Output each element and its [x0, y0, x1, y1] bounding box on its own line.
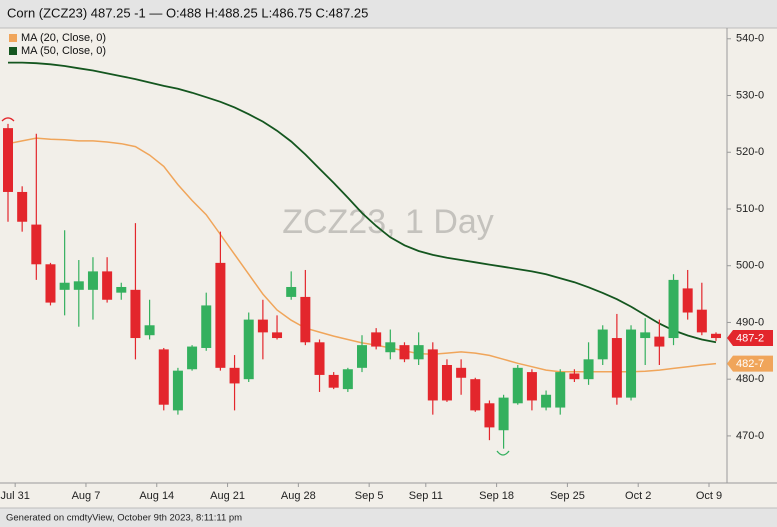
candle-body: [172, 370, 183, 411]
candle-body: [555, 372, 566, 408]
candle-body: [300, 296, 311, 343]
x-tick-label: Aug 14: [139, 490, 174, 502]
candle-body: [399, 345, 410, 360]
x-tick-label: Sep 25: [550, 490, 585, 502]
candle-body: [512, 367, 523, 404]
candle-body: [498, 397, 509, 431]
candle-body: [17, 191, 28, 222]
legend-swatch: [9, 47, 17, 55]
candle-body: [328, 374, 339, 388]
legend-swatch: [9, 34, 17, 42]
candle-body: [654, 336, 665, 347]
price-tag-label: 487-2: [736, 332, 764, 344]
candle-body: [243, 319, 254, 380]
swing-low-marker: [496, 450, 510, 456]
x-tick-label: Aug 7: [72, 490, 101, 502]
candle-body: [87, 271, 98, 290]
y-tick-label: 530-0: [736, 89, 764, 101]
y-tick-label: 540-0: [736, 33, 764, 45]
legend-label: MA (50, Close, 0): [21, 45, 106, 57]
y-tick-label: 490-0: [736, 316, 764, 328]
candle-body: [144, 325, 155, 336]
candle-body: [116, 286, 127, 293]
swing-high-marker: [1, 117, 15, 122]
candle-body: [456, 367, 467, 378]
candle-body: [31, 224, 42, 265]
candle-body: [272, 332, 283, 339]
candle-body: [314, 342, 325, 375]
x-tick-label: Oct 2: [625, 490, 651, 502]
x-tick-label: Aug 21: [210, 490, 245, 502]
price-tag: [727, 330, 773, 347]
candle-body: [696, 309, 707, 333]
candle-body: [45, 264, 56, 303]
plot-area: [3, 61, 721, 449]
candle-body: [470, 379, 481, 411]
candle-body: [357, 345, 367, 368]
x-tick-label: Sep 5: [355, 490, 384, 502]
candle-body: [711, 333, 721, 339]
candle-body: [484, 403, 495, 428]
candle-body: [201, 305, 212, 348]
candle-body: [187, 346, 198, 370]
candle-body: [583, 359, 594, 380]
candle-body: [569, 373, 580, 380]
x-tick-label: Oct 9: [696, 490, 722, 502]
candle-body: [286, 286, 297, 297]
candle-body: [541, 394, 552, 408]
y-tick-label: 500-0: [736, 260, 764, 272]
candle-body: [3, 128, 13, 192]
candle-body: [413, 345, 424, 360]
x-tick-label: Sep 18: [479, 490, 514, 502]
candle-body: [441, 364, 452, 401]
moving-average-line: [8, 61, 717, 344]
candle-body: [682, 288, 693, 313]
x-tick-label: Jul 31: [0, 490, 29, 502]
header-bar: [0, 0, 777, 28]
footer: Generated on cmdtyView, October 9th 2023…: [6, 513, 242, 524]
candle-body: [668, 279, 679, 339]
candle-body: [215, 262, 226, 368]
price-tag: [727, 355, 773, 372]
x-tick-label: Sep 11: [409, 490, 443, 502]
y-tick-label: 520-0: [736, 146, 764, 158]
candle-body: [342, 369, 353, 390]
x-tick-label: Aug 28: [281, 490, 316, 502]
y-tick-label: 480-0: [736, 373, 764, 385]
candle-body: [59, 282, 70, 290]
candle-body: [597, 329, 608, 360]
candle-body: [257, 319, 268, 333]
footer-bar: [0, 508, 777, 527]
y-tick-label: 510-0: [736, 203, 764, 215]
candle-body: [626, 329, 637, 398]
candle-body: [73, 281, 84, 290]
candle-body: [371, 332, 382, 347]
candle-body: [611, 338, 622, 398]
y-tick-label: 470-0: [736, 430, 764, 442]
candle-body: [526, 372, 537, 401]
candle-body: [229, 367, 240, 384]
candle-body: [385, 342, 396, 353]
candle-body: [130, 289, 141, 339]
chart-title: Corn (ZCZ23) 487.25 -1 — O:488 H:488.25 …: [7, 5, 368, 20]
candle-body: [640, 332, 651, 339]
candle-body: [102, 271, 113, 300]
price-tag-label: 482-7: [736, 358, 764, 370]
candle-body: [427, 349, 438, 401]
legend-label: MA (20, Close, 0): [21, 32, 106, 44]
candle-body: [158, 349, 169, 405]
